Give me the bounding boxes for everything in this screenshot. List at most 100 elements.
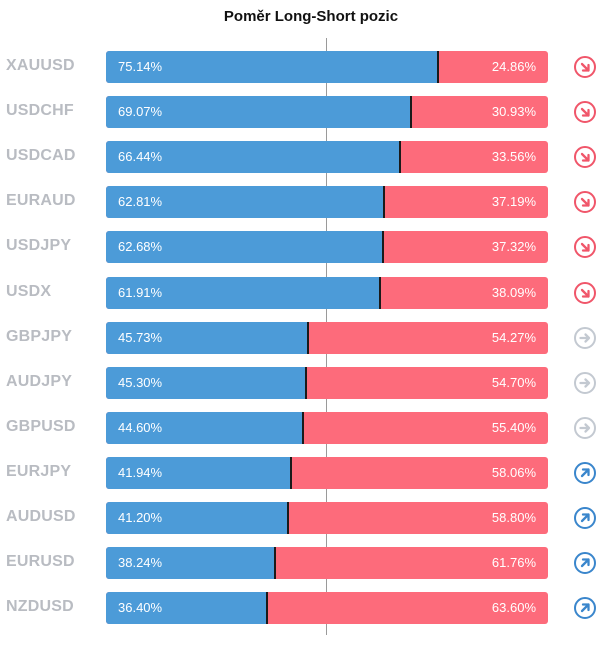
ratio-divider xyxy=(302,412,304,444)
symbol-label[interactable]: EURJPY xyxy=(6,463,72,480)
signal-neutral-icon[interactable] xyxy=(573,416,597,440)
short-percent-label: 63.60% xyxy=(491,600,536,615)
long-percent-label: 44.60% xyxy=(118,420,163,435)
symbol-label[interactable]: EURAUD xyxy=(6,192,76,209)
ratio-bar: 45.30% 54.70% xyxy=(106,367,548,399)
signal-neutral-icon[interactable] xyxy=(573,326,597,350)
ratio-divider xyxy=(399,141,401,173)
signal-up-icon[interactable] xyxy=(573,551,597,575)
ratio-row-eurjpy: EURJPY 41.94% 58.06% xyxy=(0,457,614,489)
signal-up-icon[interactable] xyxy=(573,596,597,620)
long-segment xyxy=(106,322,308,354)
long-percent-label: 62.68% xyxy=(118,239,163,254)
ratio-bar: 36.40% 63.60% xyxy=(106,592,548,624)
ratio-row-euraud: EURAUD 62.81% 37.19% xyxy=(0,186,614,218)
long-percent-label: 41.94% xyxy=(118,465,163,480)
symbol-label[interactable]: AUDJPY xyxy=(6,373,73,390)
ratio-divider xyxy=(437,51,439,83)
long-segment xyxy=(106,51,438,83)
ratio-row-xauusd: XAUUSD 75.14% 24.86% xyxy=(0,51,614,83)
symbol-label[interactable]: GBPJPY xyxy=(6,328,73,345)
ratio-divider xyxy=(410,96,412,128)
symbol-label[interactable]: USDJPY xyxy=(6,237,72,254)
short-percent-label: 61.76% xyxy=(491,555,536,570)
signal-down-icon[interactable] xyxy=(573,190,597,214)
symbol-label[interactable]: XAUUSD xyxy=(6,57,75,74)
signal-down-icon[interactable] xyxy=(573,55,597,79)
signal-neutral-icon[interactable] xyxy=(573,371,597,395)
long-segment xyxy=(106,231,383,263)
long-segment xyxy=(106,186,384,218)
short-percent-label: 58.06% xyxy=(491,465,536,480)
ratio-divider xyxy=(305,367,307,399)
ratio-row-gbpjpy: GBPJPY 45.73% 54.27% xyxy=(0,322,614,354)
long-segment xyxy=(106,502,288,534)
short-percent-label: 55.40% xyxy=(491,420,536,435)
ratio-row-audjpy: AUDJPY 45.30% 54.70% xyxy=(0,367,614,399)
symbol-label[interactable]: NZDUSD xyxy=(6,598,74,615)
signal-up-icon[interactable] xyxy=(573,506,597,530)
long-segment xyxy=(106,592,267,624)
ratio-divider xyxy=(382,231,384,263)
long-segment xyxy=(106,457,291,489)
signal-down-icon[interactable] xyxy=(573,235,597,259)
short-percent-label: 58.80% xyxy=(491,510,536,525)
signal-down-icon[interactable] xyxy=(573,145,597,169)
ratio-bar: 41.20% 58.80% xyxy=(106,502,548,534)
short-percent-label: 33.56% xyxy=(491,149,536,164)
long-percent-label: 66.44% xyxy=(118,149,163,164)
ratio-row-usdx: USDX 61.91% 38.09% xyxy=(0,277,614,309)
ratio-bar: 69.07% 30.93% xyxy=(106,96,548,128)
ratio-row-gbpusd: GBPUSD 44.60% 55.40% xyxy=(0,412,614,444)
ratio-bar: 44.60% 55.40% xyxy=(106,412,548,444)
symbol-label[interactable]: AUDUSD xyxy=(6,508,76,525)
ratio-row-usdchf: USDCHF 69.07% 30.93% xyxy=(0,96,614,128)
long-percent-label: 45.73% xyxy=(118,330,163,345)
long-percent-label: 36.40% xyxy=(118,600,163,615)
ratio-divider xyxy=(266,592,268,624)
long-percent-label: 62.81% xyxy=(118,194,163,209)
ratio-bar: 62.68% 37.32% xyxy=(106,231,548,263)
ratio-bar: 38.24% 61.76% xyxy=(106,547,548,579)
symbol-label[interactable]: USDCAD xyxy=(6,147,76,164)
long-segment xyxy=(106,141,400,173)
short-percent-label: 54.27% xyxy=(491,330,536,345)
long-segment xyxy=(106,96,411,128)
long-percent-label: 45.30% xyxy=(118,375,163,390)
symbol-label[interactable]: USDCHF xyxy=(6,102,74,119)
long-percent-label: 38.24% xyxy=(118,555,163,570)
ratio-row-usdjpy: USDJPY 62.68% 37.32% xyxy=(0,231,614,263)
long-segment xyxy=(106,412,303,444)
signal-down-icon[interactable] xyxy=(573,281,597,305)
short-percent-label: 30.93% xyxy=(491,104,536,119)
chart-title: Poměr Long-Short pozic xyxy=(223,8,399,25)
short-percent-label: 24.86% xyxy=(491,59,536,74)
ratio-bar: 75.14% 24.86% xyxy=(106,51,548,83)
long-percent-label: 69.07% xyxy=(118,104,163,119)
long-percent-label: 75.14% xyxy=(118,59,163,74)
signal-down-icon[interactable] xyxy=(573,100,597,124)
ratio-row-nzdusd: NZDUSD 36.40% 63.60% xyxy=(0,592,614,624)
ratio-bar: 62.81% 37.19% xyxy=(106,186,548,218)
ratio-divider xyxy=(290,457,292,489)
symbol-label[interactable]: EURUSD xyxy=(6,553,75,570)
symbol-label[interactable]: USDX xyxy=(6,283,52,300)
ratio-divider xyxy=(383,186,385,218)
long-percent-label: 61.91% xyxy=(118,285,163,300)
ratio-divider xyxy=(379,277,381,309)
ratio-row-audusd: AUDUSD 41.20% 58.80% xyxy=(0,502,614,534)
ratio-bar: 66.44% 33.56% xyxy=(106,141,548,173)
ratio-row-usdcad: USDCAD 66.44% 33.56% xyxy=(0,141,614,173)
short-percent-label: 38.09% xyxy=(491,285,536,300)
short-percent-label: 37.19% xyxy=(491,194,536,209)
ratio-divider xyxy=(307,322,309,354)
short-percent-label: 54.70% xyxy=(491,375,536,390)
ratio-row-eurusd: EURUSD 38.24% 61.76% xyxy=(0,547,614,579)
long-percent-label: 41.20% xyxy=(118,510,163,525)
signal-up-icon[interactable] xyxy=(573,461,597,485)
symbol-label[interactable]: GBPUSD xyxy=(6,418,76,435)
ratio-divider xyxy=(274,547,276,579)
short-percent-label: 37.32% xyxy=(491,239,536,254)
long-segment xyxy=(106,277,380,309)
ratio-bar: 41.94% 58.06% xyxy=(106,457,548,489)
